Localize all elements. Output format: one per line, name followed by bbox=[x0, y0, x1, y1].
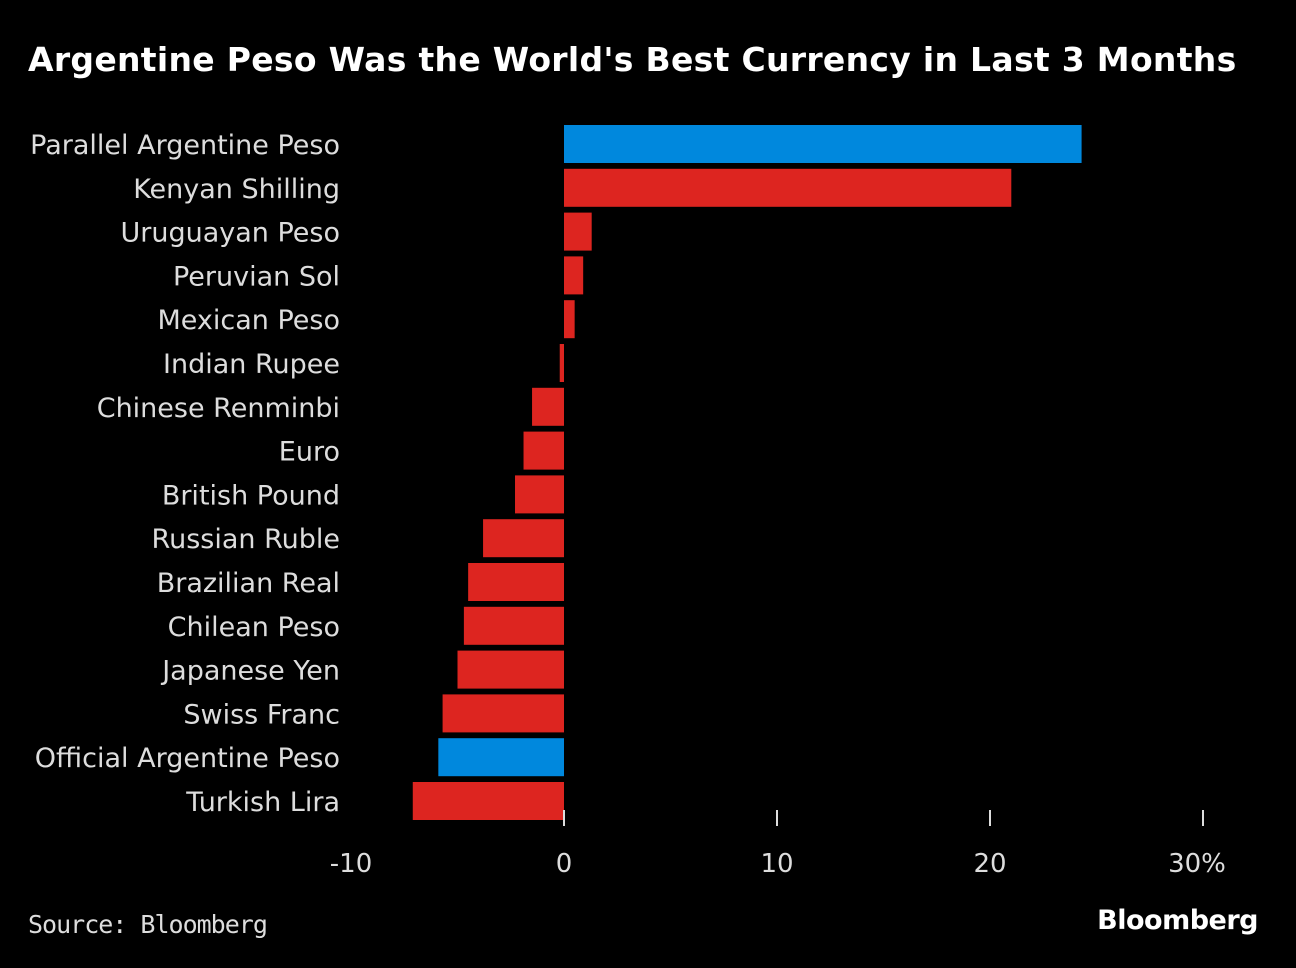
category-label: Official Argentine Peso bbox=[35, 743, 340, 774]
bar bbox=[564, 168, 1012, 207]
bar bbox=[483, 519, 564, 558]
bar bbox=[515, 475, 564, 514]
bar bbox=[412, 782, 564, 820]
bar bbox=[438, 738, 564, 777]
category-label: Parallel Argentine Peso bbox=[30, 130, 340, 161]
category-label: Swiss Franc bbox=[183, 699, 340, 730]
category-label: Chilean Peso bbox=[168, 612, 340, 643]
category-label: Chinese Renminbi bbox=[97, 393, 340, 424]
category-label: Japanese Yen bbox=[160, 656, 340, 687]
bar bbox=[463, 606, 564, 645]
category-label: Russian Ruble bbox=[152, 524, 340, 555]
category-label: British Pound bbox=[162, 480, 340, 511]
bar bbox=[564, 300, 575, 339]
category-label: Euro bbox=[279, 437, 340, 468]
x-tick-label: 0 bbox=[556, 849, 573, 879]
bar bbox=[468, 563, 564, 601]
category-label: Turkish Lira bbox=[185, 787, 340, 818]
chart-title: Argentine Peso Was the World's Best Curr… bbox=[28, 40, 1237, 79]
bar bbox=[564, 256, 584, 295]
x-tick-label: 10 bbox=[760, 849, 793, 879]
bar bbox=[559, 344, 564, 382]
x-tick-label: 20 bbox=[973, 849, 1006, 879]
bar bbox=[564, 212, 592, 251]
bar bbox=[442, 694, 564, 733]
category-label: Mexican Peso bbox=[157, 305, 340, 336]
bloomberg-logo: Bloomberg bbox=[1097, 905, 1258, 936]
bar bbox=[564, 125, 1082, 163]
bar bbox=[532, 387, 564, 426]
bar bbox=[523, 431, 564, 470]
x-tick-label: 30% bbox=[1168, 849, 1226, 879]
category-label: Uruguayan Peso bbox=[120, 218, 340, 249]
bar bbox=[457, 650, 564, 689]
x-tick-label: -10 bbox=[330, 849, 372, 879]
category-label: Brazilian Real bbox=[157, 568, 340, 599]
category-label: Peruvian Sol bbox=[173, 261, 340, 292]
category-label: Kenyan Shilling bbox=[133, 174, 340, 205]
source-note: Source: Bloomberg bbox=[28, 910, 268, 939]
category-label: Indian Rupee bbox=[163, 349, 340, 380]
